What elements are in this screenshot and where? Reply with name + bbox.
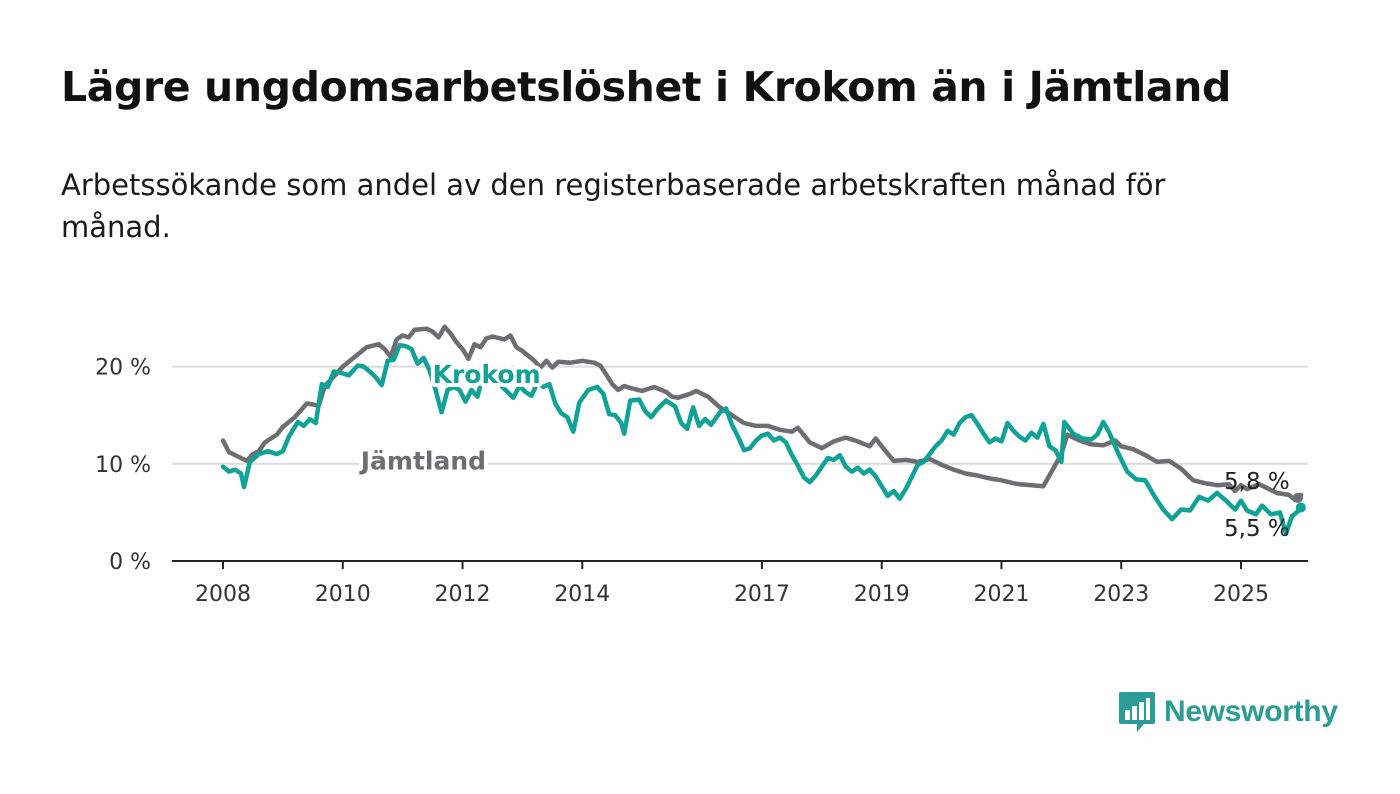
chart-subtitle: Arbetssökande som andel av den registerb… [61,168,1166,244]
series-label: Jämtland [359,447,486,476]
series-end-point [1295,502,1306,513]
x-tick-label: 2023 [1093,582,1149,607]
end-value-label: 5,8 % [1224,469,1290,495]
series-line-j-mtland [220,324,1304,503]
y-tick-label: 20 % [95,356,151,381]
x-tick-label: 2019 [854,582,910,607]
x-tick-label: 2021 [973,582,1029,607]
x-tick-label: 2012 [435,582,491,607]
y-tick-label: 10 % [95,453,151,478]
series-end-point [1292,492,1303,503]
newsworthy-logo: Newsworthy [1118,690,1338,734]
x-tick-label: 2014 [554,582,610,607]
y-tick-label: 0 % [109,550,151,575]
series-line-krokom [220,342,1304,537]
series-label: Krokom [433,360,541,389]
x-tick-label: 2017 [734,582,790,607]
brand-name: Newsworthy [1164,695,1338,728]
x-tick-label: 2025 [1213,582,1269,607]
x-tick-label: 2010 [315,582,371,607]
series-labels: Jämtland Krokom 5,8 % 5,5 % [355,356,1290,542]
series-lines [220,324,1306,537]
x-tick-label: 2008 [195,582,251,607]
bar-chart-speech-bubble-icon [1119,692,1155,732]
end-value-label: 5,5 % [1224,516,1290,542]
axes: 0 % 10 % 20 % 2008 2010 2012 2014 2017 2019 2021 2… [95,356,1308,607]
chart-title: Lägre ungdomsarbetslöshet i Krokom än i … [61,63,1231,111]
